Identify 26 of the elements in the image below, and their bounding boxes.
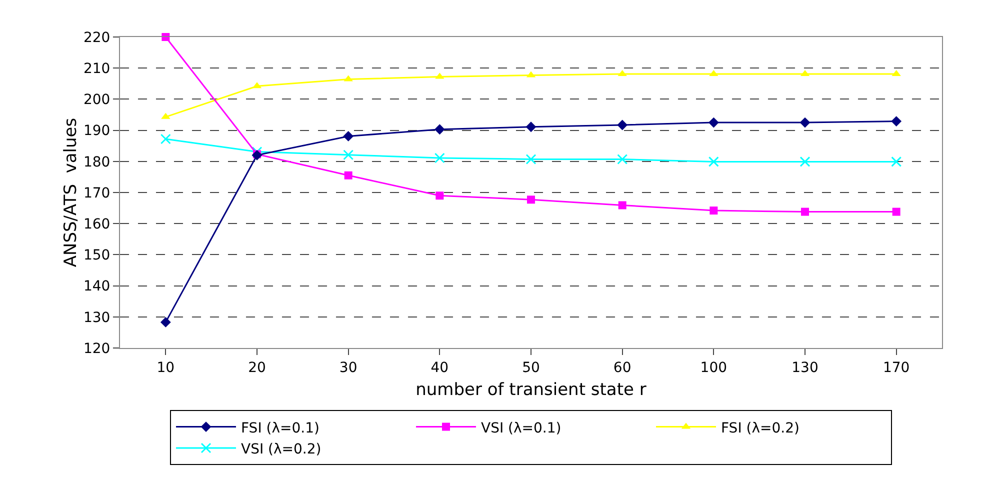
y-tick-label: 170 (83, 185, 110, 202)
legend-label: FSI (λ=0.1) (241, 420, 320, 436)
y-tick-label: 140 (83, 278, 110, 295)
x-tick-label: 130 (792, 360, 818, 376)
y-tick-label: 190 (83, 123, 110, 140)
x-tick-label: 170 (882, 360, 910, 376)
x-tick-label: 20 (248, 360, 266, 376)
y-tick-label: 150 (83, 248, 110, 264)
legend-label: VSI (λ=0.2) (241, 441, 322, 458)
x-tick-label: 30 (339, 360, 358, 376)
y-tick-label: 130 (83, 310, 110, 326)
y-tick-label: 120 (83, 340, 110, 357)
x-tick-label: 40 (430, 360, 449, 376)
y-axis-title: ANSS/ATS values (61, 118, 81, 268)
y-tick-label: 160 (83, 216, 110, 232)
legend-label: VSI (λ=0.1) (481, 420, 562, 436)
y-tick-label: 180 (83, 154, 110, 170)
x-tick-label: 60 (613, 360, 632, 376)
y-tick-label: 210 (83, 61, 110, 77)
x-tick-label: 50 (522, 360, 540, 376)
x-tick-label: 100 (700, 360, 728, 376)
x-axis-title: number of transient state r (416, 380, 646, 400)
y-tick-label: 220 (83, 30, 110, 46)
legend-label: FSI (λ=0.2) (721, 420, 800, 436)
y-tick-label: 200 (83, 92, 110, 108)
x-tick-label: 10 (156, 360, 175, 376)
